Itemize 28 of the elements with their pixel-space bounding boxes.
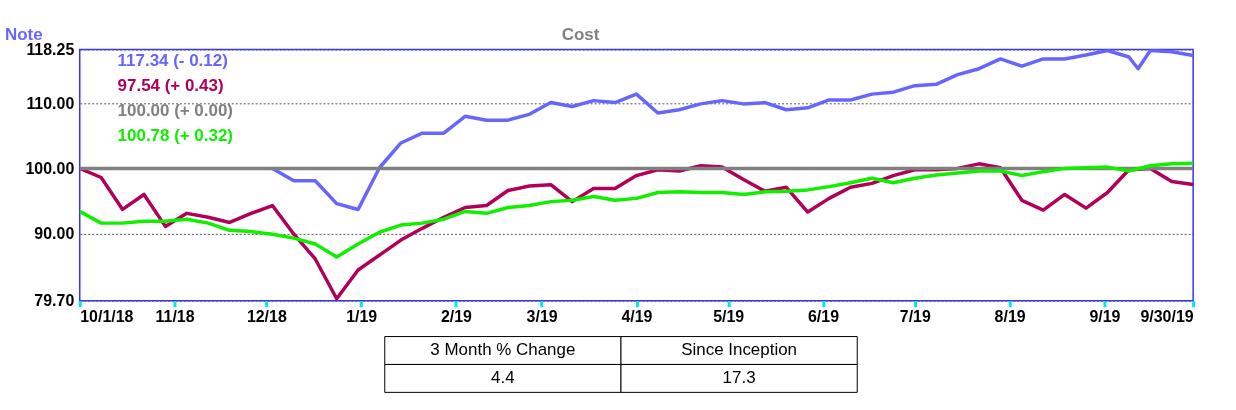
x-tick-label: 9/19 bbox=[1089, 308, 1121, 326]
x-tick-label: 4/19 bbox=[621, 308, 653, 326]
line-series bbox=[79, 161, 1194, 259]
y-tick-label: 110.00 bbox=[26, 94, 75, 112]
y-tick-label: 90.00 bbox=[34, 225, 75, 243]
x-tick-label: 10/1/18 bbox=[80, 308, 134, 326]
annotation: 100.78 (+ 0.32) bbox=[117, 126, 233, 146]
x-tick-label: 11/18 bbox=[155, 308, 195, 326]
text: 17.3 bbox=[722, 368, 756, 388]
annotation: 97.54 (+ 0.43) bbox=[117, 76, 224, 96]
text: 4.4 bbox=[491, 368, 515, 388]
annotation: 117.34 (- 0.12) bbox=[117, 51, 228, 71]
text: Cost bbox=[561, 24, 600, 44]
x-tick-label: 3/19 bbox=[526, 308, 558, 326]
y-tick-label: 100.00 bbox=[25, 159, 75, 177]
x-tick-label: 1/19 bbox=[346, 308, 378, 326]
y-tick-label: 79.70 bbox=[34, 292, 75, 310]
x-tick-label: 12/18 bbox=[246, 308, 287, 326]
x-tick-label: 5/19 bbox=[713, 308, 745, 326]
x-tick-label: 9/30/19 bbox=[1140, 308, 1194, 326]
x-tick-label: 7/19 bbox=[899, 308, 931, 326]
x-tick-label: 6/19 bbox=[808, 308, 840, 326]
x-tick-label: 8/19 bbox=[994, 308, 1026, 326]
text: Since Inception bbox=[681, 340, 798, 360]
line-series bbox=[270, 49, 1194, 212]
annotation: 100.00 (+ 0.00) bbox=[117, 101, 233, 121]
x-tick-label: 2/19 bbox=[440, 308, 473, 326]
text: 3 Month % Change bbox=[430, 340, 576, 360]
